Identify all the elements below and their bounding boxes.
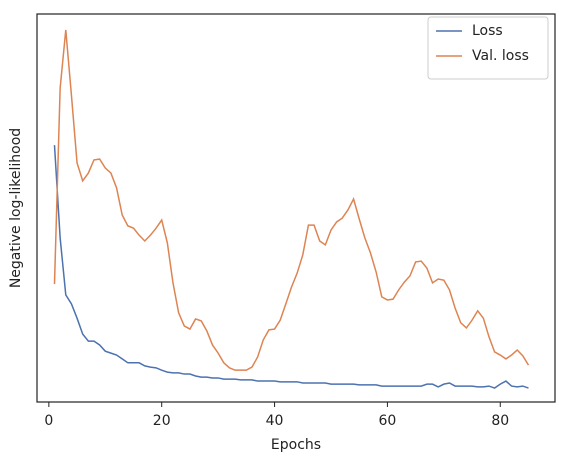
x-tick-label: 40 <box>266 413 284 429</box>
series-line <box>53 145 529 389</box>
plot-frame <box>36 13 556 403</box>
series-line <box>53 29 530 371</box>
legend-box <box>427 16 549 80</box>
x-tick-label: 60 <box>378 413 396 429</box>
y-axis-label: Negative log-likelihood <box>8 128 24 288</box>
x-axis-label: Epochs <box>271 437 321 453</box>
x-tick-label: 0 <box>44 413 53 429</box>
x-tick-label: 20 <box>153 413 171 429</box>
x-tick-label: 80 <box>491 413 509 429</box>
legend-label: Val. loss <box>472 48 529 64</box>
legend-label: Loss <box>472 23 503 39</box>
